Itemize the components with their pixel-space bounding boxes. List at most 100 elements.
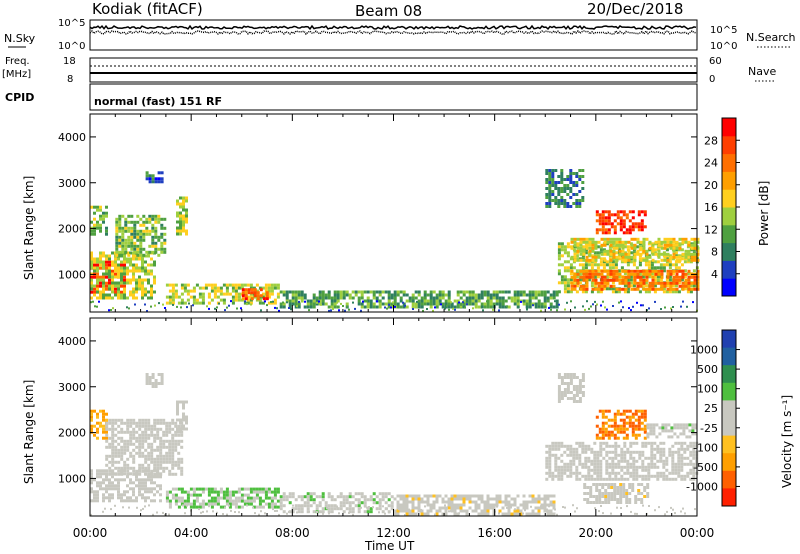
heatmap-cell [689, 453, 693, 457]
heatmap-cell [528, 299, 532, 303]
heatmap-cell [584, 459, 588, 463]
heatmap-cell [480, 497, 484, 501]
heatmap-cell [554, 187, 558, 190]
heatmap-cell [237, 283, 241, 287]
heatmap-cell [563, 184, 567, 187]
heatmap-cell [604, 501, 608, 504]
heatmap-cell [646, 435, 650, 439]
heatmap-cell [105, 418, 108, 422]
heatmap-cell [572, 181, 576, 184]
heatmap-cell [669, 255, 673, 259]
heatmap-cell [486, 300, 488, 303]
heatmap-cell [108, 469, 112, 473]
heatmap-cell [578, 477, 582, 481]
heatmap-cell [414, 506, 418, 510]
heatmap-cell [174, 442, 178, 446]
heatmap-cell [201, 292, 205, 296]
heatmap-cell [102, 499, 105, 503]
heatmap-cell [294, 293, 298, 297]
heatmap-cell [176, 214, 179, 218]
heatmap-cell [649, 423, 653, 427]
heatmap-cell [393, 509, 397, 513]
heatmap-cell [560, 281, 564, 285]
heatmap-cell [135, 278, 138, 282]
heatmap-cell [105, 484, 108, 488]
heatmap-cell [601, 228, 605, 232]
heatmap-cell [438, 509, 442, 513]
heatmap-cell [484, 507, 486, 510]
heatmap-cell [498, 302, 502, 306]
heatmap-cell [153, 278, 156, 282]
heatmap-cell [554, 474, 558, 478]
heatmap-cell [630, 287, 634, 291]
heatmap-cell [378, 299, 382, 303]
heatmap-cell [552, 494, 556, 498]
heatmap-cell [192, 301, 196, 305]
heatmap-cell [658, 506, 660, 509]
heatmap-cell [528, 296, 532, 300]
heatmap-cell [608, 474, 612, 478]
heatmap-cell [532, 304, 534, 307]
heatmap-cell [159, 493, 162, 497]
heatmap-cell [246, 298, 250, 302]
heatmap-cell [354, 492, 358, 496]
heatmap-cell [586, 501, 590, 504]
heatmap-cell [267, 289, 271, 293]
heatmap-cell [668, 254, 672, 258]
heatmap-cell [99, 424, 102, 428]
heatmap-cell [498, 290, 502, 294]
heatmap-cell [147, 442, 151, 446]
heatmap-cell [412, 308, 414, 310]
heatmap-cell [115, 226, 119, 230]
heatmap-cell [108, 284, 111, 288]
heatmap-cell [647, 290, 651, 294]
heatmap-cell [692, 441, 696, 445]
heatmap-cell [120, 493, 123, 497]
heatmap-cell [519, 290, 523, 294]
heatmap-cell [157, 235, 161, 239]
heatmap-cell [645, 252, 649, 256]
heatmap-cell [633, 269, 637, 273]
heatmap-cell [593, 263, 597, 267]
heatmap-cell [506, 305, 508, 308]
heatmap-cell [270, 289, 274, 293]
heatmap-cell [285, 290, 289, 294]
heatmap-cell [156, 433, 160, 437]
heatmap-cell [198, 301, 202, 305]
heatmap-cell [483, 302, 487, 306]
heatmap-cell [378, 302, 382, 306]
heatmap-cell [618, 278, 622, 282]
colorbar-tick-label: 500 [697, 363, 718, 376]
heatmap-cell [312, 293, 316, 297]
heatmap-cell [575, 254, 579, 258]
heatmap-cell [123, 463, 127, 467]
heatmap-cell [381, 296, 385, 300]
heatmap-cell [649, 432, 653, 436]
heatmap-cell [572, 456, 576, 460]
heatmap-cell [557, 290, 561, 294]
heatmap-cell [290, 308, 292, 311]
heatmap-cell [581, 175, 585, 178]
heatmap-cell [132, 272, 135, 276]
heatmap-cell [600, 304, 602, 307]
heatmap-cell [117, 272, 120, 276]
heatmap-cell [583, 492, 587, 495]
heatmap-cell [557, 373, 561, 376]
heatmap-cell [105, 433, 109, 437]
heatmap-cell [620, 453, 624, 457]
heatmap-cell [114, 478, 117, 482]
heatmap-cell [420, 296, 424, 300]
heatmap-cell [692, 462, 696, 466]
heatmap-cell [435, 497, 439, 501]
heatmap-cell [676, 426, 680, 430]
heatmap-cell [465, 296, 469, 300]
heatmap-cell [405, 293, 409, 297]
heatmap-cell [151, 244, 155, 248]
heatmap-cell [144, 287, 147, 291]
heatmap-cell [665, 459, 669, 463]
heatmap-cell [207, 502, 211, 506]
heatmap-cell [321, 492, 325, 496]
heatmap-cell [477, 506, 481, 510]
heatmap-cell [387, 290, 391, 294]
heatmap-cell [677, 453, 681, 457]
